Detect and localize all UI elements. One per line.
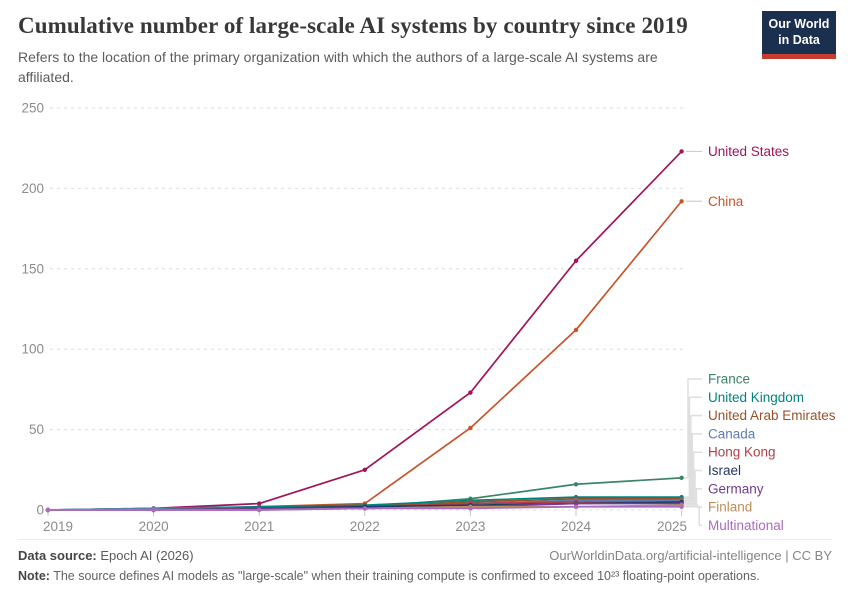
owid-url-link[interactable]: OurWorldinData.org/artificial-intelligen… bbox=[549, 548, 832, 563]
x-tick-label: 2025 bbox=[657, 519, 687, 534]
data-point bbox=[679, 199, 684, 204]
x-tick-label: 2021 bbox=[244, 519, 274, 534]
label-connector bbox=[683, 469, 702, 503]
series-label-multinational: Multinational bbox=[708, 518, 784, 533]
label-connector bbox=[683, 433, 702, 502]
y-tick-label: 100 bbox=[21, 342, 44, 357]
note-value: The source defines AI models as "large-s… bbox=[49, 569, 760, 583]
owid-logo-line2: in Data bbox=[778, 32, 820, 47]
data-point bbox=[362, 467, 367, 472]
x-tick-label: 2023 bbox=[455, 519, 485, 534]
data-point bbox=[573, 258, 579, 263]
data-point bbox=[257, 501, 262, 506]
x-tick-label: 2020 bbox=[139, 519, 169, 534]
y-tick-label: 0 bbox=[36, 503, 44, 518]
series-label-china: China bbox=[708, 194, 744, 209]
data-point bbox=[151, 507, 156, 513]
data-source: Data source: Epoch AI (2026) bbox=[18, 548, 194, 563]
data-point bbox=[573, 501, 579, 506]
owid-logo: Our World in Data bbox=[762, 11, 836, 59]
chart-note: Note: The source defines AI models as "l… bbox=[18, 569, 832, 583]
data-point bbox=[679, 149, 684, 154]
data-point bbox=[573, 327, 579, 333]
owid-logo-box: Our World in Data bbox=[762, 11, 836, 54]
series-label-united-kingdom: United Kingdom bbox=[708, 390, 804, 405]
series-label-israel: Israel bbox=[708, 463, 741, 478]
owid-logo-line1: Our World bbox=[768, 16, 830, 31]
data-point bbox=[573, 482, 579, 487]
data-point bbox=[468, 425, 473, 431]
data-source-value: Epoch AI (2026) bbox=[96, 548, 194, 563]
series-label-united-arab-emirates: United Arab Emirates bbox=[708, 408, 836, 423]
data-point bbox=[257, 507, 262, 513]
data-point bbox=[679, 504, 684, 509]
series-label-hong-kong: Hong Kong bbox=[708, 445, 776, 460]
y-tick-label: 200 bbox=[21, 181, 44, 196]
series-label-canada: Canada bbox=[708, 426, 756, 441]
chart-footer: Data source: Epoch AI (2026) OurWorldinD… bbox=[18, 539, 832, 583]
series-label-france: France bbox=[708, 372, 750, 387]
label-connector bbox=[683, 378, 702, 479]
data-point bbox=[573, 504, 579, 509]
owid-logo-red-bar bbox=[762, 54, 836, 59]
series-line-united-states bbox=[47, 150, 683, 511]
x-tick-label: 2024 bbox=[561, 519, 592, 534]
x-tick-label: 2022 bbox=[350, 519, 380, 534]
note-label: Note: bbox=[18, 569, 50, 583]
chart-canvas: 0 50 100 150 200 250 2019 2020 2021 2022 2023 2024 2… bbox=[21, 101, 836, 535]
y-tick-label: 250 bbox=[21, 101, 44, 116]
series-label-germany: Germany bbox=[708, 481, 764, 496]
chart-header: Cumulative number of large-scale AI syst… bbox=[18, 12, 746, 87]
x-tick-label: 2019 bbox=[43, 519, 73, 534]
data-point bbox=[468, 506, 473, 511]
series-label-finland: Finland bbox=[708, 500, 752, 515]
label-connector bbox=[683, 396, 702, 498]
y-tick-label: 50 bbox=[29, 422, 44, 437]
y-tick-label: 150 bbox=[21, 261, 44, 276]
data-source-label: Data source: bbox=[18, 548, 97, 563]
page-title: Cumulative number of large-scale AI syst… bbox=[18, 13, 688, 38]
label-connector bbox=[683, 506, 702, 527]
chart-subtitle: Refers to the location of the primary or… bbox=[18, 48, 658, 85]
series-label-united-states: United States bbox=[708, 144, 789, 159]
data-point bbox=[362, 506, 367, 511]
data-point bbox=[45, 507, 51, 513]
data-point bbox=[468, 390, 473, 395]
data-point bbox=[679, 475, 684, 481]
series-line-china bbox=[47, 200, 683, 511]
label-connector bbox=[683, 414, 702, 500]
label-connector bbox=[683, 488, 702, 505]
